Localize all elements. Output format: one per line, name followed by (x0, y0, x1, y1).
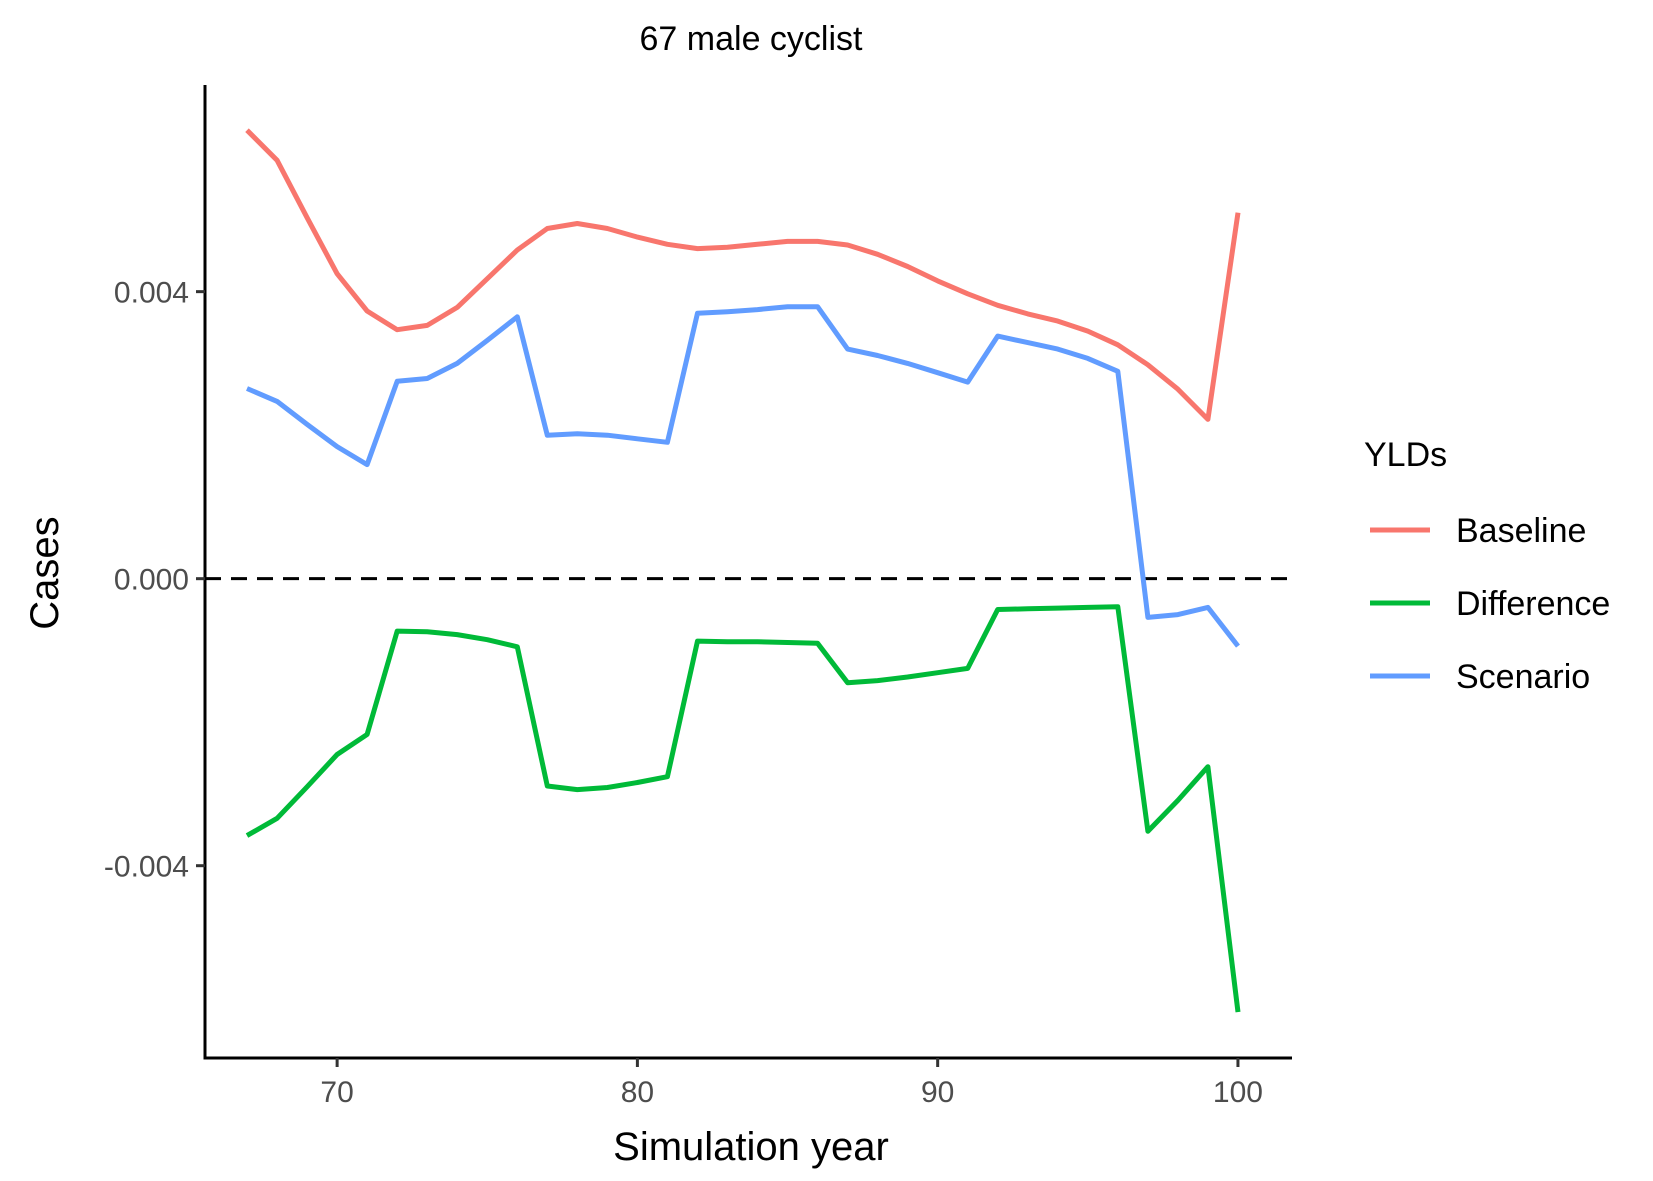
x-tick-label: 70 (320, 1076, 353, 1109)
x-axis-title: Simulation year (613, 1125, 889, 1169)
x-axis-ticks: 70 80 90 100 (320, 1058, 1263, 1109)
series-layer (245, 128, 1241, 1013)
legend-title: YLDs (1364, 436, 1447, 474)
y-tick-label: 0.004 (114, 277, 189, 310)
legend-item-difference: Difference (1370, 585, 1610, 623)
series-line-difference (245, 604, 1241, 1013)
y-axis-ticks: -0.004 0.000 0.004 (104, 277, 205, 884)
legend-label-baseline: Baseline (1456, 512, 1586, 550)
legend-label-difference: Difference (1456, 585, 1610, 623)
y-tick-label: 0.000 (114, 564, 189, 597)
plot-area (203, 85, 1292, 1060)
series-line-scenario (246, 304, 1240, 648)
y-axis-title: Cases (23, 516, 67, 629)
series-line-baseline (245, 128, 1241, 422)
legend: YLDs Baseline Difference Scenario (1364, 436, 1610, 696)
y-tick-label: -0.004 (104, 851, 189, 884)
legend-item-scenario: Scenario (1370, 658, 1590, 696)
x-tick-label: 90 (921, 1076, 954, 1109)
legend-item-baseline: Baseline (1370, 512, 1586, 550)
legend-label-scenario: Scenario (1456, 658, 1590, 696)
x-tick-label: 100 (1213, 1076, 1263, 1109)
x-tick-label: 80 (621, 1076, 654, 1109)
chart-title: 67 male cyclist (640, 20, 864, 58)
legend-items: Baseline Difference Scenario (1370, 512, 1610, 696)
